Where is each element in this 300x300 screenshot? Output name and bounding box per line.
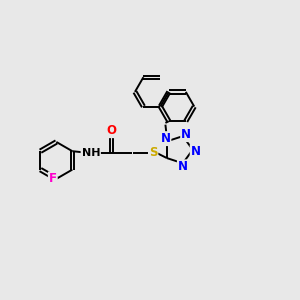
Text: N: N — [178, 160, 188, 173]
Text: NH: NH — [82, 148, 100, 158]
Text: F: F — [49, 172, 57, 185]
Text: O: O — [106, 124, 117, 137]
Text: N: N — [160, 132, 170, 145]
Text: S: S — [149, 146, 158, 159]
Text: N: N — [191, 145, 201, 158]
Text: N: N — [181, 128, 191, 141]
